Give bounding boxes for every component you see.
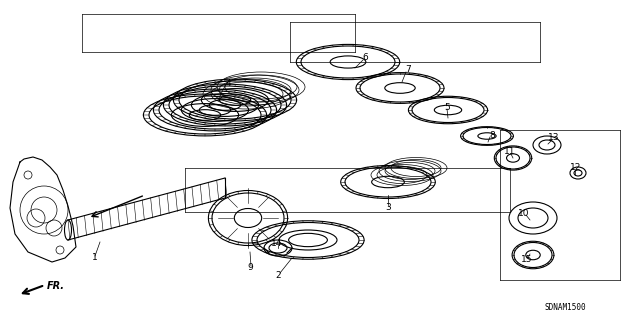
Text: 15: 15 [521, 256, 532, 264]
Ellipse shape [65, 220, 72, 240]
Text: 7: 7 [405, 65, 411, 75]
Text: 3: 3 [385, 203, 391, 211]
Text: FR.: FR. [47, 281, 65, 291]
Text: 4: 4 [225, 79, 231, 88]
Text: 2: 2 [275, 271, 281, 279]
Text: 14: 14 [271, 239, 283, 248]
Text: 6: 6 [362, 54, 368, 63]
Text: SDNAM1500: SDNAM1500 [544, 303, 586, 313]
Text: 11: 11 [504, 147, 516, 157]
Text: 1: 1 [92, 254, 98, 263]
Text: 12: 12 [570, 164, 582, 173]
Text: 13: 13 [548, 133, 560, 143]
Text: 8: 8 [489, 130, 495, 139]
Text: 10: 10 [518, 209, 530, 218]
Text: 5: 5 [444, 102, 450, 112]
Text: 9: 9 [247, 263, 253, 272]
